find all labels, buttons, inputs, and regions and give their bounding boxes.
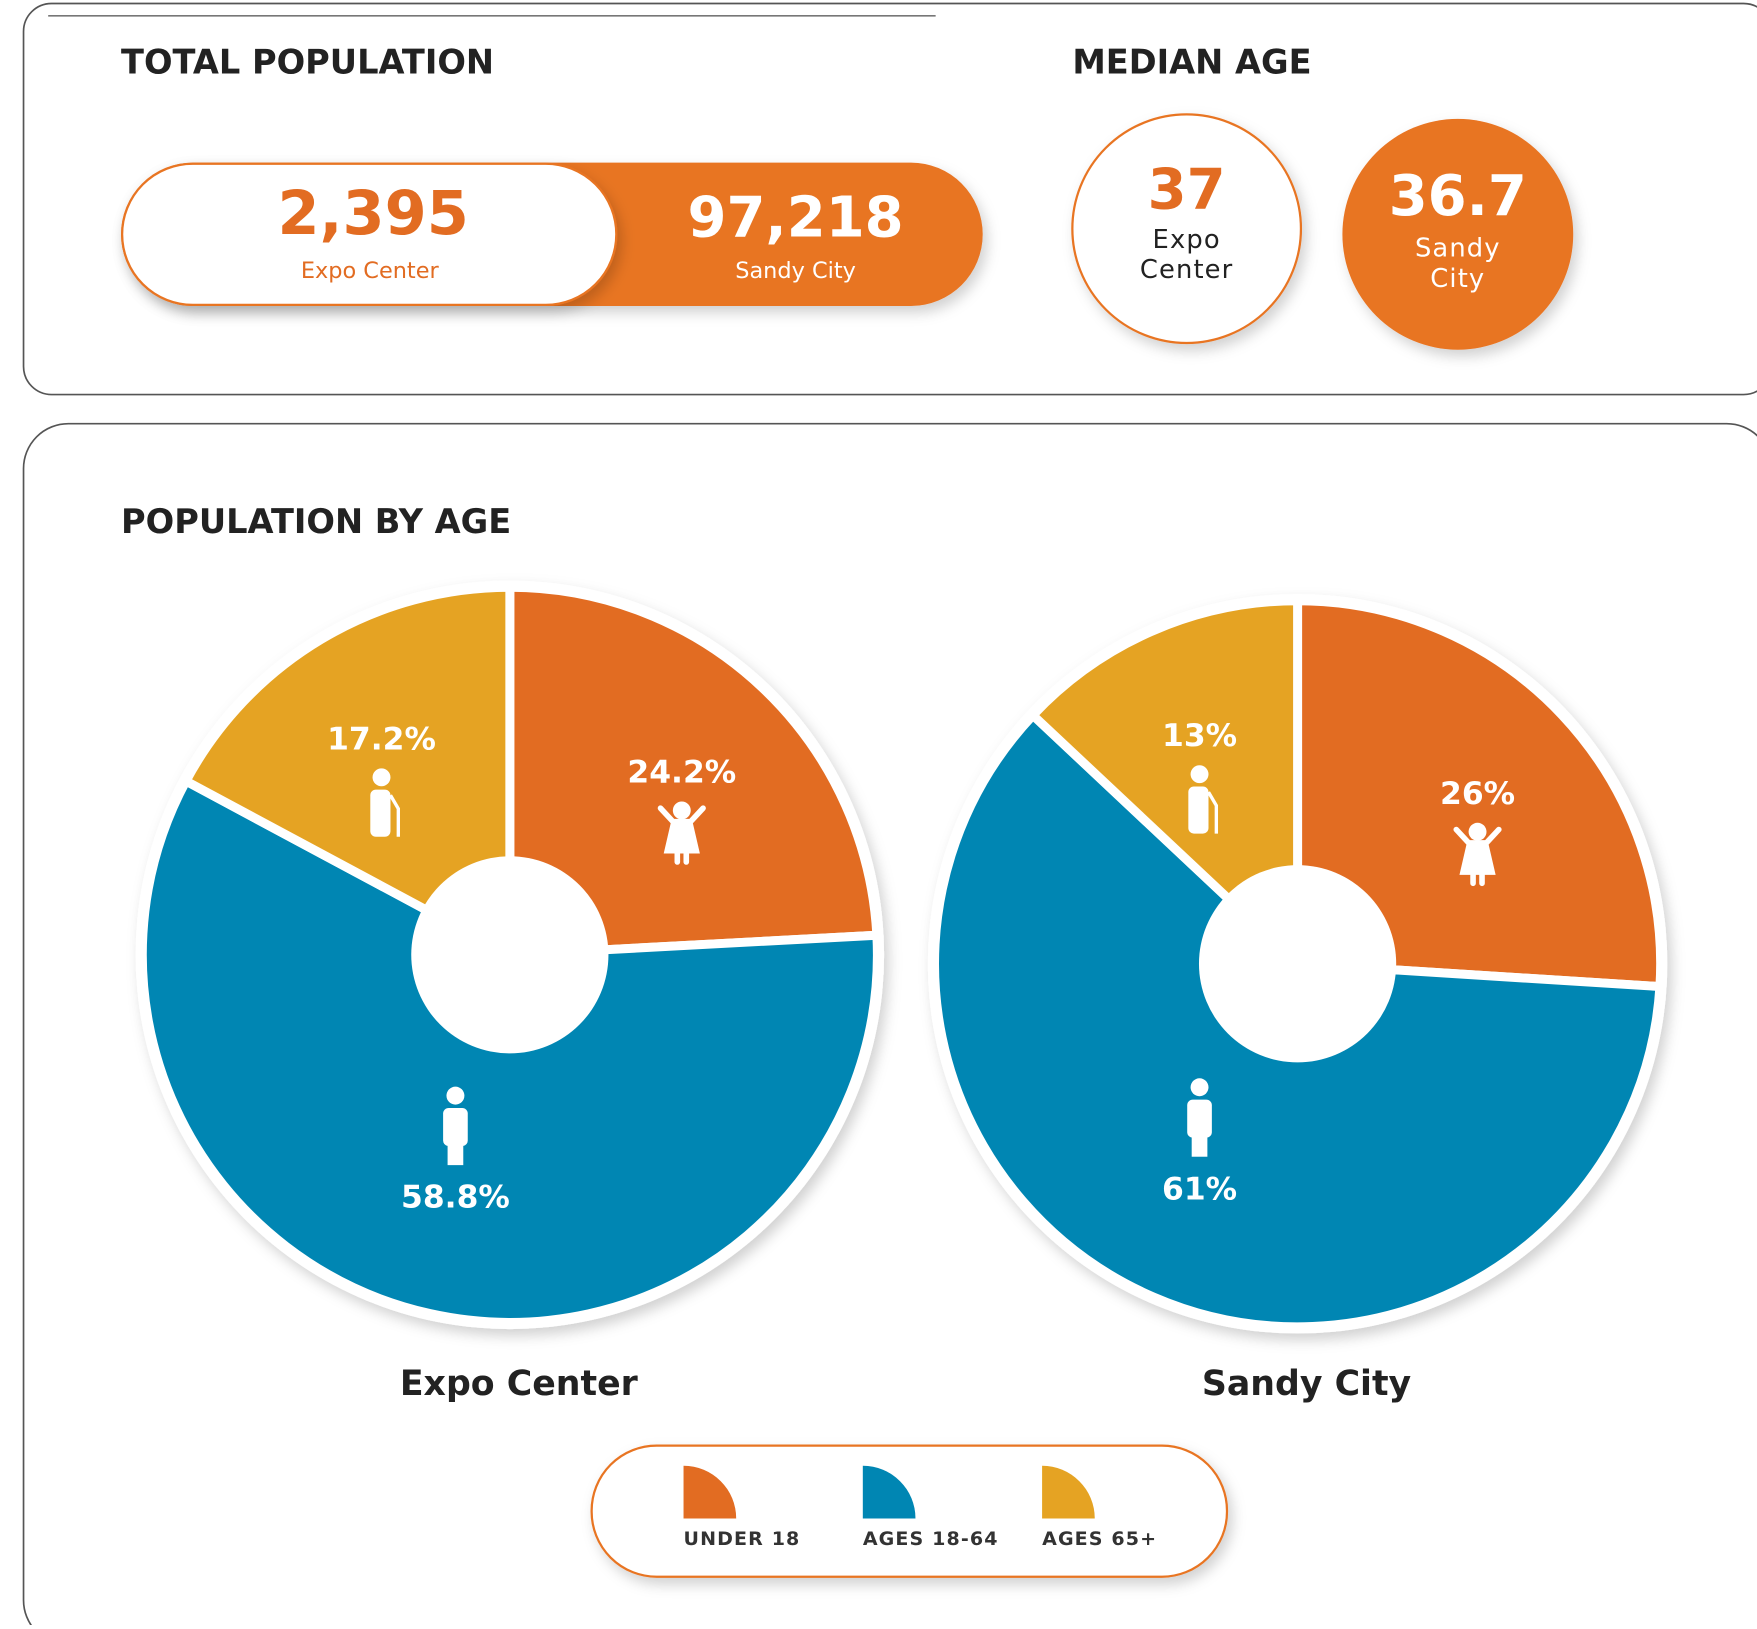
median-label-box: Sandy City bbox=[1414, 234, 1501, 294]
median-value: 37 bbox=[1148, 157, 1226, 222]
population-label: Sandy City bbox=[735, 258, 856, 284]
person-icon bbox=[672, 801, 691, 820]
pie-title: Sandy City bbox=[1202, 1364, 1411, 1404]
pie-hole bbox=[1198, 865, 1397, 1063]
person-icon bbox=[389, 794, 400, 837]
person-icon bbox=[1190, 1078, 1209, 1097]
value-label: 17.2% bbox=[327, 721, 436, 757]
value-label: 24.2% bbox=[627, 754, 736, 790]
pie-slice bbox=[1293, 596, 1666, 992]
median-circle bbox=[1071, 113, 1303, 345]
legend-swatch bbox=[683, 1465, 737, 1519]
median-label-box: Expo Center bbox=[1139, 225, 1234, 285]
person-icon bbox=[447, 1140, 464, 1166]
person-icon bbox=[1468, 822, 1487, 841]
person-icon bbox=[657, 805, 706, 865]
legend-swatch bbox=[862, 1465, 916, 1519]
legend-label: UNDER 18 bbox=[684, 1528, 801, 1550]
value-label: 58.8% bbox=[401, 1180, 510, 1216]
pie-slice bbox=[181, 582, 515, 960]
median-label: Expo Center bbox=[1139, 225, 1234, 285]
legend-label: AGES 18-64 bbox=[863, 1528, 999, 1550]
median-label: Sandy City bbox=[1414, 234, 1501, 294]
person-icon bbox=[1191, 1132, 1208, 1157]
section-title: POPULATION BY AGE bbox=[121, 502, 511, 541]
person-icon bbox=[1190, 765, 1209, 784]
person-icon bbox=[443, 1107, 468, 1147]
pie-slice bbox=[505, 582, 882, 960]
person-icon bbox=[370, 789, 391, 837]
person-icon bbox=[1187, 1099, 1212, 1138]
person-icon bbox=[446, 1086, 465, 1105]
section-title: TOTAL POPULATION bbox=[121, 42, 494, 81]
value-label: 61% bbox=[1162, 1171, 1237, 1207]
legend-label: AGES 65+ bbox=[1042, 1528, 1157, 1550]
population-value: 2,395 bbox=[277, 179, 468, 249]
person-icon bbox=[1188, 786, 1209, 834]
value-label: 26% bbox=[1440, 776, 1515, 812]
population-pill-inner bbox=[121, 162, 618, 307]
pie-hole bbox=[411, 856, 609, 1054]
person-icon bbox=[1207, 791, 1219, 834]
section-title: MEDIAN AGE bbox=[1072, 42, 1311, 81]
population-label: Expo Center bbox=[301, 258, 440, 284]
legend-swatch bbox=[1042, 1465, 1095, 1519]
person-icon bbox=[1453, 826, 1502, 887]
person-icon bbox=[372, 768, 391, 787]
median-value: 36.7 bbox=[1389, 164, 1527, 229]
pie-title: Expo Center bbox=[400, 1364, 639, 1404]
value-label: 13% bbox=[1162, 718, 1237, 754]
median-circle bbox=[1342, 118, 1574, 350]
population-value: 97,218 bbox=[687, 185, 903, 250]
pie-slice bbox=[1028, 596, 1303, 969]
